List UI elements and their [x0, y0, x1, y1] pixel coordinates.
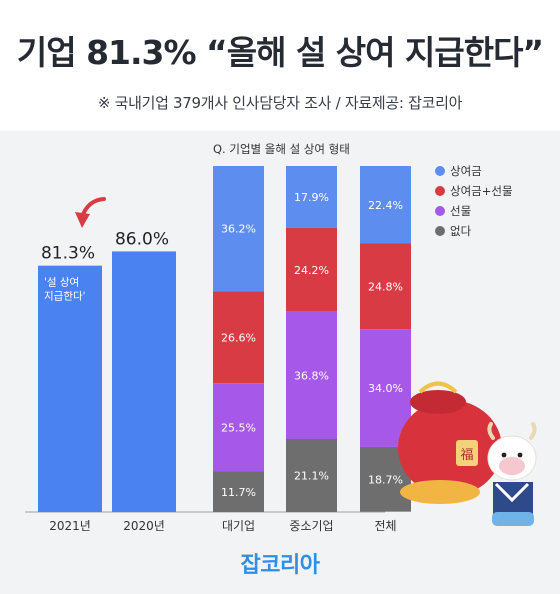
legend-swatch — [435, 206, 445, 216]
stacked-bar-value-label: 36.8% — [294, 369, 329, 382]
stacked-bar-value-label: 24.2% — [294, 264, 329, 277]
legend-label: 상여금 — [450, 164, 482, 178]
year-bar-annotation: 지급한다' — [44, 291, 86, 303]
legend-swatch — [435, 226, 445, 236]
stacked-bar-segment — [213, 471, 264, 512]
year-tick-label: 2020년 — [123, 519, 165, 533]
stacked-bar-value-label: 26.6% — [221, 331, 256, 344]
stacked-bar-value-label: 22.4% — [368, 199, 403, 212]
year-bar — [38, 265, 102, 512]
legend-swatch — [435, 166, 445, 176]
stacked-bar-segment — [286, 227, 337, 312]
stacked-bar-segment — [286, 166, 337, 228]
legend-label: 선물 — [450, 204, 471, 218]
stacked-bar-segment — [213, 383, 264, 472]
stacked-bar-value-label: 36.2% — [221, 223, 256, 236]
stacked-tick-label: 중소기업 — [289, 519, 333, 533]
stacked-tick-label: 대기업 — [222, 519, 255, 533]
stacked-bar-segment — [213, 291, 264, 384]
year-bar-annotation: '설 상여 — [44, 277, 79, 289]
year-bar-value-label: 86.0% — [115, 229, 169, 249]
decrease-arrow-icon — [75, 197, 106, 228]
stacked-bar-value-label: 21.1% — [294, 469, 329, 482]
stacked-bar-segment — [360, 243, 411, 330]
stacked-bar-value-label: 11.7% — [221, 486, 256, 499]
year-bar-value-label: 81.3% — [41, 244, 95, 264]
brand-logo-text: 잡코리아 — [240, 553, 320, 578]
lucky-charm-icon: 福 — [460, 448, 473, 463]
year-tick-label: 2021년 — [49, 519, 91, 533]
stacked-bar-value-label: 24.8% — [368, 280, 403, 293]
stacked-bar-segment — [286, 311, 337, 439]
legend-swatch — [435, 186, 445, 196]
stacked-bar-segment — [213, 166, 264, 292]
stacked-tick-label: 전체 — [374, 519, 396, 533]
stacked-bar-value-label: 25.5% — [221, 421, 256, 434]
stacked-bar-value-label: 34.0% — [368, 382, 403, 395]
stacked-bar-segment — [360, 329, 411, 447]
page-subtitle: ※ 국내기업 379개사 인사담당자 조사 / 자료제공: 잡코리아 — [97, 94, 463, 112]
page-title: 기업 81.3% “올해 설 상여 지급한다” — [16, 33, 544, 72]
stacked-bar-value-label: 17.9% — [294, 191, 329, 204]
stacked-bar-value-label: 18.7% — [368, 473, 403, 486]
stacked-bar-segment — [286, 438, 337, 512]
mascot-illustration: 福 — [398, 381, 537, 526]
stacked-bar-segment — [360, 166, 411, 244]
year-bar — [112, 251, 176, 513]
stacked-chart-title: Q. 기업별 올해 설 상여 형태 — [213, 142, 350, 156]
legend-label: 없다 — [450, 224, 472, 238]
legend-label: 상여금+선물 — [450, 184, 513, 198]
